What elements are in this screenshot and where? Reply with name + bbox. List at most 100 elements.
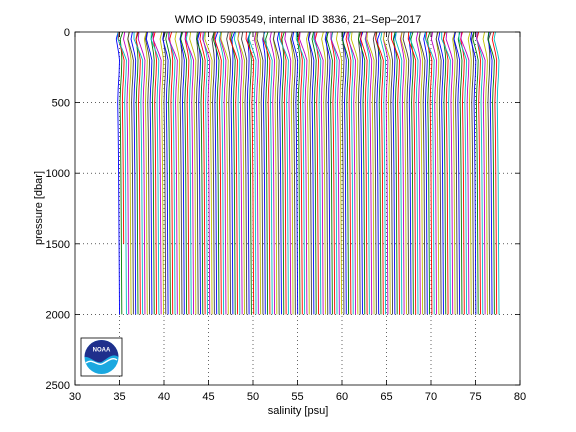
profile-line xyxy=(418,31,424,315)
profile-line xyxy=(165,31,171,315)
noaa-logo-text: NOAA xyxy=(93,348,111,354)
profile-line xyxy=(408,31,412,315)
profile-line xyxy=(229,31,238,315)
x-tick-label: 30 xyxy=(69,391,81,403)
x-tick-label: 65 xyxy=(380,391,392,403)
profile-line xyxy=(276,31,282,315)
profile-line xyxy=(256,31,264,315)
profile-line xyxy=(269,31,275,315)
profile-line xyxy=(321,31,326,315)
profile-line xyxy=(460,31,470,315)
ticks: 30 35 40 45 50 55 60 65 70 75 80 0 500 1000 1500 2000 25… xyxy=(46,27,527,403)
profile-line xyxy=(162,31,169,315)
profile-line xyxy=(400,31,407,315)
profile-line xyxy=(152,31,162,315)
y-axis-label: pressure [dbar] xyxy=(33,171,45,245)
profile-line xyxy=(424,31,435,315)
profile-line xyxy=(487,31,495,315)
profile-line xyxy=(179,31,185,315)
profile-line xyxy=(392,31,398,315)
profile-line xyxy=(415,31,421,315)
profile-line xyxy=(394,31,403,315)
profile-line xyxy=(184,31,195,315)
profile-line xyxy=(330,31,336,315)
profile-line xyxy=(290,31,296,315)
profile-line xyxy=(364,31,370,315)
profile-line xyxy=(493,31,500,315)
profile-line xyxy=(358,31,366,315)
profile-line xyxy=(272,31,278,315)
profile-line xyxy=(383,31,391,315)
profile-line xyxy=(311,31,317,315)
profile-line xyxy=(341,31,346,315)
profile-line xyxy=(453,31,458,315)
profile-line xyxy=(150,31,155,315)
x-axis-label: salinity [psu] xyxy=(268,405,329,417)
x-tick-label: 75 xyxy=(469,391,481,403)
profile-line xyxy=(255,31,262,315)
profile-line xyxy=(180,31,188,315)
x-tick-label: 50 xyxy=(247,391,259,403)
profile-line xyxy=(460,31,465,315)
profile-line xyxy=(145,31,151,315)
profile-line xyxy=(218,31,225,315)
profile-line xyxy=(430,31,437,315)
x-tick-label: 35 xyxy=(113,391,125,403)
profile-line xyxy=(476,31,486,315)
profile-line xyxy=(135,31,141,315)
profile-line xyxy=(204,31,213,315)
profile-line xyxy=(233,31,241,315)
profile-line xyxy=(253,31,259,315)
profile-line xyxy=(115,31,120,315)
profile-line xyxy=(248,31,257,315)
profile-line xyxy=(441,31,451,315)
profile-line xyxy=(237,31,243,315)
profile-line xyxy=(189,31,197,315)
profile-line xyxy=(127,31,132,315)
profile-line xyxy=(202,31,211,315)
profile-line xyxy=(470,31,477,315)
profile-line xyxy=(289,31,294,315)
profile-line xyxy=(137,31,146,315)
y-tick-label: 500 xyxy=(52,98,70,110)
profile-line xyxy=(241,31,248,315)
profile-line xyxy=(247,31,252,315)
profile-line xyxy=(438,31,444,315)
profile-line xyxy=(458,31,468,315)
y-tick-label: 1000 xyxy=(46,168,70,180)
profile-line xyxy=(273,31,280,315)
profile-line xyxy=(375,31,384,315)
profile-line xyxy=(152,31,157,315)
profile-line xyxy=(123,31,130,315)
profile-line xyxy=(365,31,373,315)
profile-line xyxy=(442,31,449,315)
x-tick-label: 40 xyxy=(158,391,170,403)
profile-line xyxy=(279,31,289,315)
profile-line xyxy=(214,31,219,315)
y-tick-label: 2000 xyxy=(46,309,70,321)
profile-line xyxy=(237,31,245,315)
profile-line xyxy=(159,31,164,315)
profile-line xyxy=(350,31,359,315)
x-tick-label: 55 xyxy=(291,391,303,403)
x-tick-label: 45 xyxy=(202,391,214,403)
profile-line xyxy=(359,31,364,315)
profile-line xyxy=(291,31,299,315)
profile-line xyxy=(372,31,377,315)
profile-line xyxy=(296,31,301,315)
profile-line xyxy=(262,31,271,315)
profile-line xyxy=(360,31,368,315)
profile-line xyxy=(214,31,222,315)
profile-line xyxy=(399,31,405,315)
profile-line xyxy=(117,31,127,315)
profile-line xyxy=(491,31,498,315)
profile-line xyxy=(402,31,410,315)
profile-line xyxy=(220,31,229,315)
profile-line xyxy=(226,31,232,315)
profile-line xyxy=(330,31,340,315)
profile-line xyxy=(382,31,389,315)
profile-line xyxy=(130,31,137,315)
profile-line xyxy=(487,31,493,315)
profile-line xyxy=(295,31,306,315)
profile-line xyxy=(418,31,426,315)
